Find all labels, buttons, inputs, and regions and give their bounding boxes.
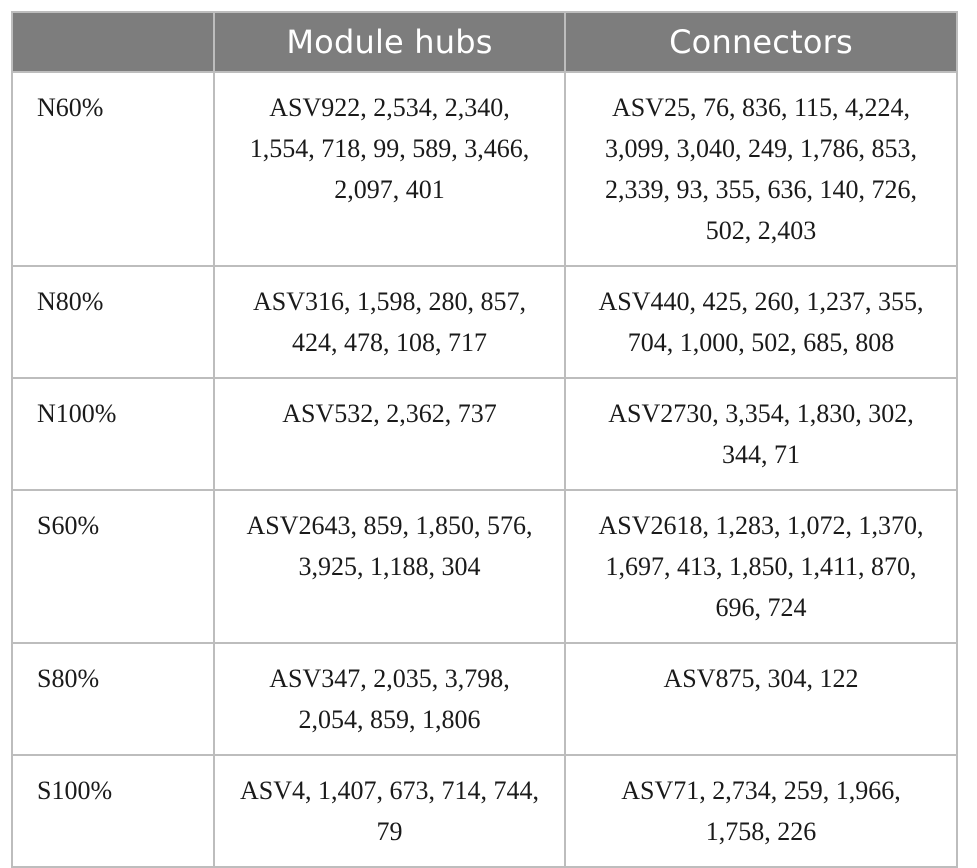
- row-label: N100%: [11, 377, 215, 491]
- module-hubs-cell: ASV316, 1,598, 280, 857, 424, 478, 108, …: [213, 265, 566, 379]
- connectors-cell: ASV2618, 1,283, 1,072, 1,370, 1,697, 413…: [564, 489, 958, 644]
- module-hubs-cell: ASV2643, 859, 1,850, 576, 3,925, 1,188, …: [213, 489, 566, 644]
- module-hubs-cell: ASV922, 2,534, 2,340, 1,554, 718, 99, 58…: [213, 71, 566, 267]
- connectors-cell: ASV25, 76, 836, 115, 4,224, 3,099, 3,040…: [564, 71, 958, 267]
- table-row: S100% ASV4, 1,407, 673, 714, 744, 79 ASV…: [11, 754, 958, 868]
- row-label: N80%: [11, 265, 215, 379]
- table-row: N60% ASV922, 2,534, 2,340, 1,554, 718, 9…: [11, 71, 958, 267]
- module-hubs-cell: ASV4, 1,407, 673, 714, 744, 79: [213, 754, 566, 868]
- connectors-cell: ASV440, 425, 260, 1,237, 355, 704, 1,000…: [564, 265, 958, 379]
- data-table: Module hubs Connectors N60% ASV922, 2,53…: [11, 11, 958, 868]
- module-hubs-cell: ASV532, 2,362, 737: [213, 377, 566, 491]
- connectors-cell: ASV2730, 3,354, 1,830, 302, 344, 71: [564, 377, 958, 491]
- table-row: N80% ASV316, 1,598, 280, 857, 424, 478, …: [11, 265, 958, 379]
- row-label: S80%: [11, 642, 215, 756]
- table-row: N100% ASV532, 2,362, 737 ASV2730, 3,354,…: [11, 377, 958, 491]
- row-label: S60%: [11, 489, 215, 644]
- table-row: S60% ASV2643, 859, 1,850, 576, 3,925, 1,…: [11, 489, 958, 644]
- connectors-cell: ASV875, 304, 122: [564, 642, 958, 756]
- connectors-cell: ASV71, 2,734, 259, 1,966, 1,758, 226: [564, 754, 958, 868]
- table-header-row: Module hubs Connectors: [11, 11, 958, 73]
- table-row: S80% ASV347, 2,035, 3,798, 2,054, 859, 1…: [11, 642, 958, 756]
- header-cell-connectors: Connectors: [564, 11, 958, 73]
- row-label: N60%: [11, 71, 215, 267]
- header-cell-module-hubs: Module hubs: [213, 11, 566, 73]
- row-label: S100%: [11, 754, 215, 868]
- header-cell-empty: [11, 11, 215, 73]
- module-hubs-cell: ASV347, 2,035, 3,798, 2,054, 859, 1,806: [213, 642, 566, 756]
